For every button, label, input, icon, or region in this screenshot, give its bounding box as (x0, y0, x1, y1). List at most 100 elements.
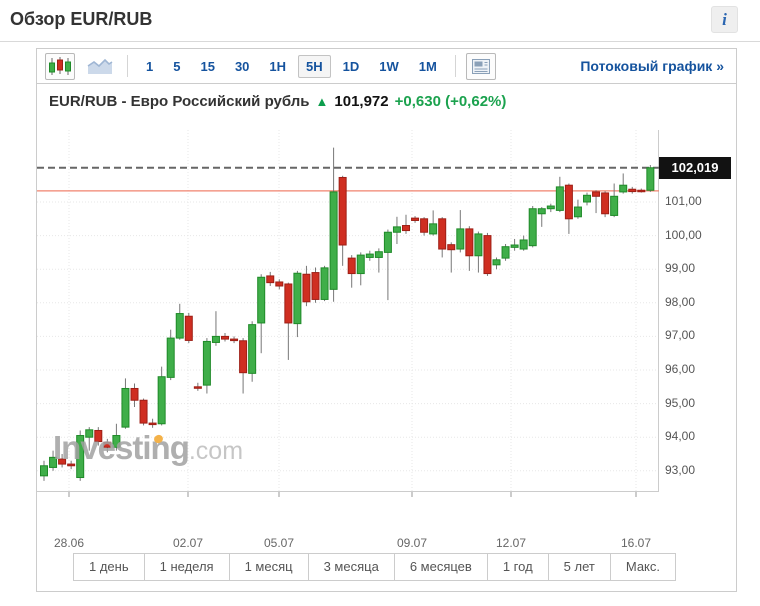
candle-body (58, 458, 67, 465)
timeframe-30[interactable]: 30 (234, 58, 250, 74)
candle-body (483, 235, 492, 275)
timeframe-1[interactable]: 1 (146, 58, 154, 74)
candle-body (311, 272, 320, 300)
candle-body (239, 340, 248, 374)
candle-body (411, 217, 420, 221)
chart-toolbar: 1 5 15 30 1H 5H 1D 1W 1M Потоковый график » (36, 48, 737, 84)
chart-title: EUR/RUB - Евро Российский рубль ▲ 101,97… (49, 93, 506, 110)
timeframe-1d[interactable]: 1D (342, 58, 360, 74)
price-tick-label: 98,00 (665, 294, 696, 309)
candle-body (528, 208, 537, 247)
candle-body (374, 251, 383, 258)
timeframe-15[interactable]: 15 (200, 58, 215, 74)
candle-body (175, 313, 184, 339)
last-price: 101,972 (334, 93, 389, 110)
candle-body (130, 387, 139, 401)
price-tick-label: 101,00 (665, 194, 702, 208)
timeframe-1h[interactable]: 1H (269, 58, 287, 74)
candle-body (76, 435, 85, 479)
candle-body (447, 244, 456, 251)
date-tick-label: 02.07 (172, 536, 204, 550)
range-button-4[interactable]: 6 месяцев (393, 554, 487, 580)
candle-body (211, 335, 220, 343)
price-tick-label: 94,00 (665, 429, 696, 444)
candle-body (610, 195, 619, 216)
streaming-chart-link[interactable]: Потоковый график » (580, 58, 724, 74)
price-tick-label: 93,00 (665, 462, 696, 477)
candle-body (601, 192, 610, 215)
date-tick-label: 05.07 (263, 536, 295, 550)
candlestick-chart-button[interactable] (45, 52, 75, 80)
area-chart-icon (87, 58, 113, 74)
candle-body (202, 340, 211, 386)
candle-body (293, 272, 302, 325)
range-button-3[interactable]: 3 месяца (307, 554, 394, 580)
news-overlay-button[interactable] (465, 52, 496, 80)
candlestick-plot[interactable] (37, 130, 659, 502)
candle-body (329, 191, 338, 290)
toolbar-separator (127, 55, 128, 77)
candle-body (148, 422, 157, 426)
candle-body (465, 228, 474, 257)
candle-body (537, 208, 546, 215)
candle-body (619, 184, 628, 193)
candle-body (646, 167, 655, 191)
candle-body (248, 324, 257, 374)
timeframe-group: 1 5 15 30 1H 5H 1D 1W 1M (138, 54, 445, 78)
candle-body (583, 194, 591, 203)
candle-body (49, 456, 58, 468)
price-tick-label: 95,00 (665, 395, 696, 410)
date-tick-label: 16.07 (620, 536, 652, 550)
candle-body (546, 205, 555, 210)
candle-body (438, 218, 447, 250)
range-button-6[interactable]: 5 лет (547, 554, 610, 580)
timeframe-5[interactable]: 5 (173, 58, 181, 74)
news-icon (471, 58, 490, 74)
candle-body (456, 228, 465, 250)
candle-body (112, 435, 121, 448)
timeframe-1w[interactable]: 1W (379, 58, 399, 74)
range-button-2[interactable]: 1 месяц (228, 554, 308, 580)
line-chart-button[interactable] (83, 53, 117, 80)
candle-body (564, 184, 573, 220)
candle-body (193, 386, 202, 389)
candle-body (157, 376, 166, 425)
range-button-7[interactable]: Макс. (609, 554, 675, 580)
candle-body (85, 429, 94, 438)
candle-body (67, 463, 76, 467)
candle-body (420, 218, 429, 233)
current-price-badge: 102,019 (659, 157, 731, 179)
info-icon[interactable]: i (711, 6, 738, 33)
price-tick-label: 97,00 (665, 328, 696, 343)
candle-body (284, 283, 293, 324)
candle-body (519, 239, 528, 250)
range-button-0[interactable]: 1 день (74, 554, 144, 580)
candle-body (275, 281, 284, 287)
candle-body (501, 246, 510, 259)
timeframe-1m[interactable]: 1M (418, 58, 437, 74)
price-tick-label: 96,00 (665, 362, 696, 376)
candlestick-icon (49, 56, 71, 75)
candle-body (302, 273, 311, 303)
range-button-1[interactable]: 1 неделя (143, 554, 229, 580)
candle-body (356, 254, 365, 275)
range-button-5[interactable]: 1 год (486, 554, 548, 580)
candle-body (383, 231, 392, 253)
candle-body (338, 176, 347, 246)
candle-body (592, 191, 601, 197)
candle-body (121, 387, 130, 428)
candle-body (184, 315, 193, 341)
candle-body (573, 206, 582, 218)
candle-body (230, 338, 239, 342)
price-tick-label: 99,00 (665, 261, 696, 276)
up-arrow-icon: ▲ (315, 94, 329, 109)
instrument-name: EUR/RUB - Евро Российский рубль (49, 93, 310, 110)
date-tick-label: 12.07 (495, 536, 527, 550)
candle-body (257, 276, 266, 324)
chart-widget: EUR/RUB - Евро Российский рубль ▲ 101,97… (36, 84, 737, 592)
candle-body (555, 186, 564, 211)
timeframe-5h[interactable]: 5H (298, 54, 331, 78)
date-tick-label: 28.06 (53, 536, 85, 550)
candle-body (40, 465, 48, 477)
candle-body (166, 337, 175, 378)
